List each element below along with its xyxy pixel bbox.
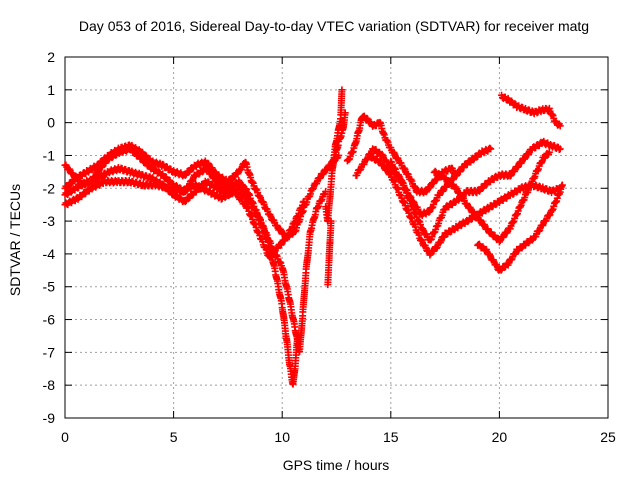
- x-tick-label: 5: [170, 429, 178, 445]
- points-layer: [61, 86, 566, 388]
- data-point: [127, 145, 135, 153]
- y-tick-label: -8: [43, 377, 56, 393]
- series-arc6: [324, 217, 335, 289]
- x-tick-label: 10: [274, 429, 290, 445]
- data-point: [230, 173, 238, 181]
- data-point: [185, 194, 193, 202]
- data-point: [293, 335, 301, 343]
- data-point: [185, 168, 193, 176]
- chart-title: Day 053 of 2016, Sidereal Day-to-day VTE…: [79, 18, 589, 34]
- data-point: [495, 238, 503, 246]
- y-tick-label: -6: [43, 312, 56, 328]
- series-arc14: [498, 91, 564, 130]
- data-point: [558, 181, 566, 189]
- data-point: [556, 122, 564, 130]
- data-point: [338, 86, 346, 94]
- data-point: [556, 145, 564, 153]
- data-point: [514, 163, 522, 171]
- x-tick-label: 0: [61, 429, 69, 445]
- data-point: [142, 151, 150, 159]
- x-tick-label: 25: [600, 429, 616, 445]
- data-point: [181, 171, 189, 179]
- y-tick-label: -4: [43, 246, 56, 262]
- y-tick-label: 0: [47, 115, 55, 131]
- series-arc10: [365, 151, 564, 259]
- series-arc7: [326, 109, 349, 172]
- x-axis-label: GPS time / hours: [283, 457, 390, 473]
- data-point: [379, 161, 387, 169]
- data-point: [319, 170, 327, 178]
- series-arc11: [387, 137, 564, 244]
- data-point: [243, 185, 251, 193]
- y-tick-label: -3: [43, 213, 56, 229]
- y-tick-label: -2: [43, 180, 56, 196]
- grid-layer: [65, 57, 608, 418]
- data-point: [300, 197, 308, 205]
- series-arc4: [61, 176, 308, 261]
- data-point: [425, 208, 433, 216]
- y-tick-label: -7: [43, 344, 56, 360]
- tick-layer: 0 5 10 15 20 25 -9 -8 -7 -6 -5 -4 -3 -2 -1 0 1 2: [43, 49, 616, 445]
- series-arc12: [430, 148, 553, 246]
- data-point: [487, 145, 495, 153]
- data-point: [545, 148, 553, 156]
- data-point: [327, 217, 335, 225]
- y-tick-label: 1: [47, 82, 55, 98]
- y-axis-label: SDTVAR / TECUs: [7, 184, 23, 296]
- series-arc8: [343, 112, 460, 197]
- data-point: [341, 109, 349, 117]
- plot-frame: [64, 56, 609, 419]
- data-point: [131, 148, 139, 156]
- y-tick-label: -9: [43, 410, 56, 426]
- data-point: [239, 188, 247, 196]
- y-tick-label: -1: [43, 147, 56, 163]
- x-tick-label: 15: [383, 429, 399, 445]
- data-point: [181, 198, 189, 206]
- series-arc3: [61, 164, 301, 388]
- data-point: [426, 184, 434, 192]
- series-arc13: [474, 181, 566, 274]
- y-tick-label: 2: [47, 49, 55, 65]
- data-point: [486, 144, 494, 152]
- data-point: [520, 155, 528, 163]
- x-tick-label: 20: [492, 429, 508, 445]
- data-point: [138, 148, 146, 156]
- y-tick-label: -5: [43, 279, 56, 295]
- data-point: [227, 176, 235, 184]
- data-point: [426, 251, 434, 259]
- data-point: [470, 208, 478, 216]
